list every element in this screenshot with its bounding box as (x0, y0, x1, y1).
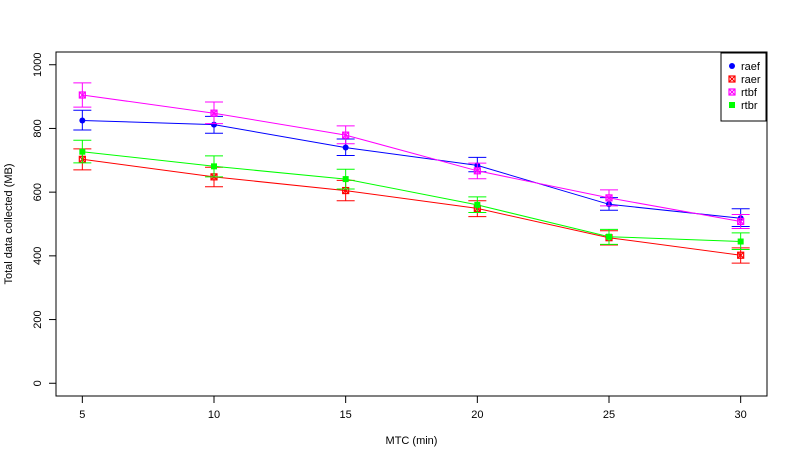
marker-square (605, 194, 613, 202)
y-tick-label: 1000 (32, 52, 44, 76)
marker-square (473, 167, 481, 175)
data-point (342, 131, 350, 139)
legend-marker-raer (728, 75, 736, 83)
data-point (78, 91, 86, 99)
x-axis-title: MTC (min) (386, 435, 438, 447)
x-tick-label: 25 (603, 409, 615, 421)
legend-box (720, 52, 767, 122)
marker-cross (737, 251, 745, 259)
marker-cross (605, 194, 613, 202)
marker-cross (210, 109, 218, 117)
marker-square (210, 109, 218, 117)
legend-label-raer: raer (741, 74, 761, 86)
y-tick-label: 600 (32, 183, 44, 201)
x-tick-label: 20 (471, 409, 483, 421)
y-tick-label: 200 (32, 310, 44, 328)
legend-marker-raef (729, 63, 735, 69)
data-point (605, 194, 613, 202)
marker-cross (342, 131, 350, 139)
data-point (211, 121, 217, 128)
data-point (473, 167, 481, 175)
series-raer (73, 148, 750, 264)
series-raef (73, 109, 750, 228)
data-point (737, 238, 744, 245)
data-point (342, 176, 349, 183)
x-tick-label: 5 (79, 409, 85, 421)
series-line (82, 151, 741, 242)
marker-cross (78, 91, 86, 99)
data-point (342, 144, 349, 151)
marker-square (737, 251, 745, 259)
legend-label-rtbr: rtbr (741, 100, 758, 112)
data-point (606, 233, 612, 240)
marker-cross (737, 218, 745, 225)
axes-layer: 5 10 15 20 25 30 0 200 400 600 800 1000 (32, 52, 747, 421)
marker-square (737, 217, 745, 226)
data-point (79, 148, 86, 155)
y-tick-label: 800 (32, 119, 44, 137)
series-layer (73, 82, 750, 264)
data-point (737, 251, 745, 259)
marker-square (342, 131, 350, 139)
legend-marker-rtbr (729, 102, 735, 108)
legend-label-raef: raef (741, 61, 761, 73)
data-point (79, 117, 86, 124)
series-line (82, 120, 741, 219)
series-line (82, 94, 741, 222)
series-line (82, 158, 741, 256)
data-point (474, 201, 481, 208)
series-rtbf (73, 82, 750, 229)
plot-frame (55, 51, 768, 397)
data-point (737, 217, 745, 226)
x-tick-label: 30 (735, 409, 747, 421)
y-axis-title: Total data collected (MB) (3, 163, 15, 284)
marker-cross (728, 88, 736, 96)
x-tick-label: 15 (340, 409, 352, 421)
marker-square (728, 75, 736, 83)
legend-label-rtbf: rtbf (741, 87, 758, 99)
data-point (210, 109, 218, 117)
marker-square (78, 91, 86, 99)
legend-marker-rtbf (728, 88, 736, 96)
marker-square (728, 88, 736, 96)
series-rtbr (73, 139, 750, 250)
marker-cross (728, 75, 736, 83)
marker-cross (473, 167, 481, 175)
y-tick-label: 0 (32, 380, 44, 386)
y-tick-label: 400 (32, 247, 44, 265)
x-tick-label: 10 (208, 409, 220, 421)
data-point (211, 163, 217, 170)
